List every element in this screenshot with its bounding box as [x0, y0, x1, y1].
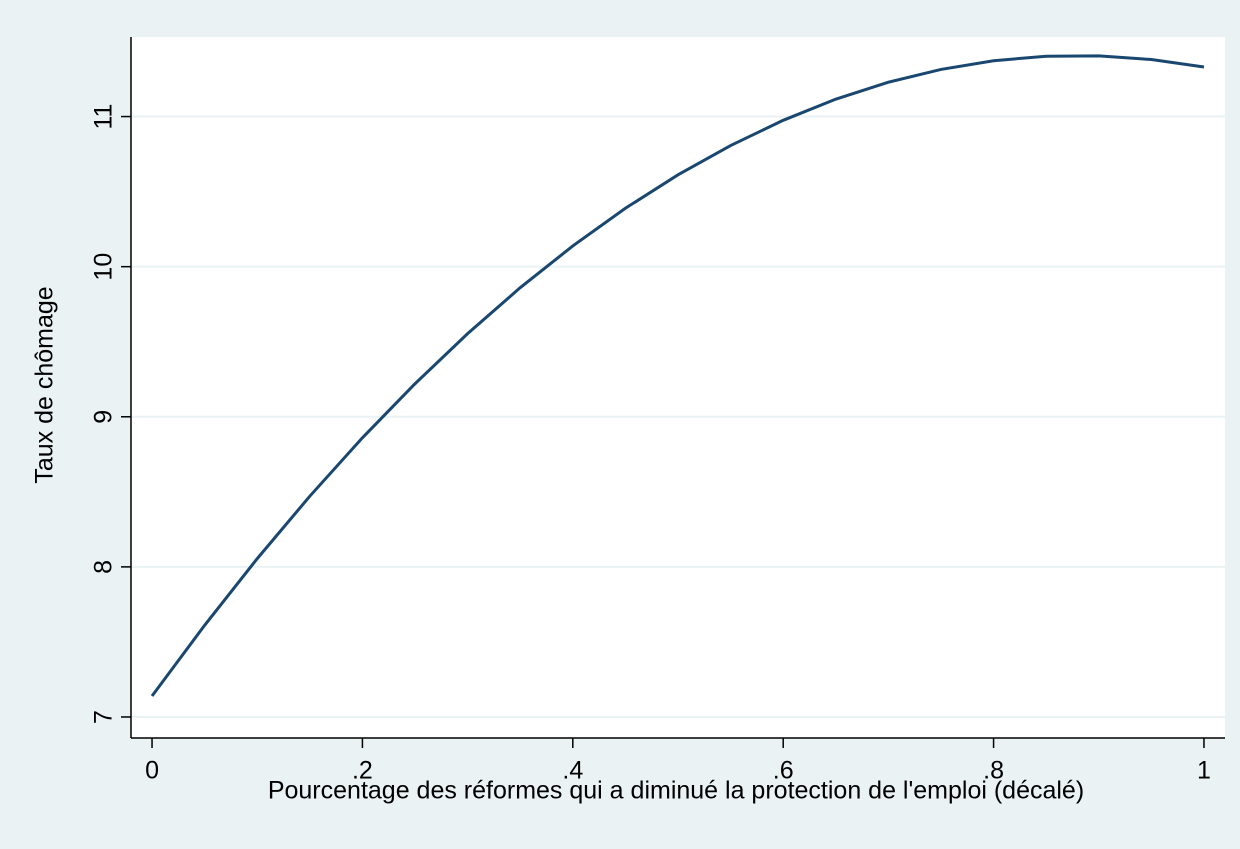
- x-tick-label: .8: [983, 757, 1004, 785]
- y-tick-label: 10: [90, 253, 118, 281]
- y-tick-label: 11: [90, 104, 118, 130]
- y-tick-label: 8: [90, 560, 118, 574]
- y-tick-label: 9: [90, 410, 118, 424]
- y-axis-label: Taux de chômage: [31, 286, 59, 483]
- data-line: [150, 54, 1205, 697]
- x-tick-label: 1: [1197, 757, 1211, 785]
- y-tick-label: 7: [90, 710, 118, 724]
- plot-area: [131, 37, 1225, 738]
- x-tick-label: 0: [145, 757, 159, 785]
- x-tick-label: .2: [352, 757, 373, 785]
- x-axis-label: Pourcentage des réformes qui a diminué l…: [268, 777, 1084, 805]
- x-tick-label: .4: [562, 757, 583, 785]
- x-tick-label: .6: [773, 757, 794, 785]
